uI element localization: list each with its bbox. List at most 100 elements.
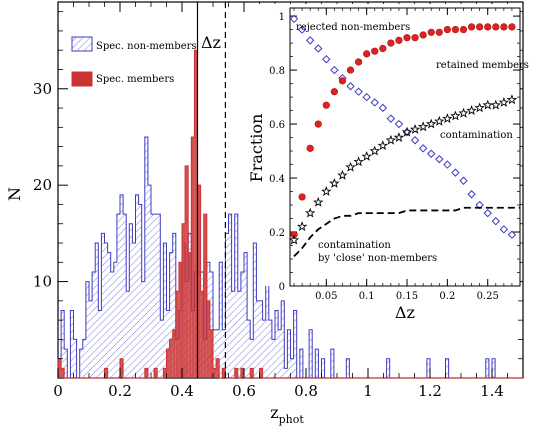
circle-point — [379, 44, 387, 53]
annot-close-line2: by 'close' non-members — [318, 253, 437, 264]
annot-retained: retained members — [436, 60, 529, 71]
delta-z-annotation: Δz — [201, 33, 221, 52]
star-point — [361, 150, 372, 161]
hist-bar — [293, 310, 297, 378]
hist-bar — [247, 320, 251, 378]
hist-bar — [135, 194, 139, 378]
hist-bar — [169, 339, 173, 378]
inset-plot-frame — [289, 7, 521, 287]
hist-bar — [172, 329, 176, 378]
hist-bar — [281, 300, 285, 378]
hist-bar — [151, 214, 155, 378]
hist-bar — [185, 165, 189, 378]
hist-bar — [209, 329, 213, 378]
legend-swatch-members — [71, 71, 93, 87]
diamond-point — [394, 119, 404, 129]
hist-bar — [268, 320, 272, 378]
hist-bar — [154, 368, 158, 378]
hist-bar — [79, 349, 83, 378]
circle-point — [322, 101, 330, 109]
circle-point — [338, 77, 347, 85]
hist-bar — [110, 271, 114, 378]
hist-bar — [290, 358, 294, 378]
star-point — [409, 123, 421, 134]
hist-bar — [144, 368, 148, 378]
inset-y-tick-label: 0.8 — [269, 66, 285, 77]
diamond-point — [354, 87, 363, 96]
inset-background — [257, 4, 520, 286]
hist-bar — [107, 252, 111, 378]
hist-bar — [61, 310, 65, 378]
diamond-point — [378, 103, 388, 113]
hist-bar — [299, 349, 303, 378]
hist-bar — [154, 214, 158, 378]
circle-point — [419, 31, 427, 39]
star-point — [401, 126, 413, 137]
inset-series-circle — [290, 23, 516, 239]
diamond-point — [410, 136, 420, 145]
star-point — [417, 121, 429, 132]
y-tick-label: 20 — [33, 176, 52, 194]
star-point — [434, 115, 445, 126]
hist-bar — [104, 368, 108, 378]
hist-bar — [163, 368, 167, 378]
diamond-point — [418, 144, 428, 153]
diamond-point — [507, 230, 517, 239]
circle-point — [363, 50, 371, 58]
star-point — [369, 145, 380, 156]
hist-bar — [346, 358, 350, 378]
annot-contamination: contamination — [440, 130, 513, 141]
hist-bar — [89, 300, 93, 378]
inset-y-tick-label: 0 — [279, 282, 285, 293]
hist-bar — [166, 349, 170, 378]
hist-bar — [259, 368, 263, 378]
hist-bar — [213, 368, 217, 378]
inset-x-tick-label: 0.1 — [359, 291, 375, 302]
hist-bar — [262, 320, 266, 378]
hist-bar — [287, 329, 291, 378]
hist-bar — [426, 358, 430, 378]
hist-bar — [160, 320, 164, 378]
hist-bar — [315, 349, 319, 378]
circle-point — [443, 25, 451, 34]
diamond-point — [322, 55, 331, 64]
circle-point — [314, 120, 322, 128]
hist-bar — [219, 262, 223, 378]
hist-bar — [203, 214, 207, 378]
hist-bar — [92, 271, 96, 378]
circle-point — [459, 25, 468, 34]
circle-point — [484, 23, 492, 31]
hist-bar — [104, 243, 108, 378]
y-tick-label: 30 — [33, 80, 52, 98]
diamond-point — [370, 98, 379, 107]
hist-bar — [178, 262, 182, 378]
hist-bar — [157, 214, 161, 378]
hist-bar — [284, 368, 288, 378]
hist-bar — [485, 358, 489, 378]
inset-series-diamond — [289, 14, 517, 239]
hist-bar — [98, 310, 102, 378]
hist-bar — [73, 339, 77, 378]
star-point — [345, 161, 356, 172]
hist-bar — [141, 281, 145, 378]
hist-bar — [123, 214, 127, 378]
hist-bar — [222, 368, 226, 378]
x-tick-label: 1.2 — [418, 382, 442, 400]
inset-x-tick-label: 0.2 — [439, 291, 455, 302]
diamond-point — [499, 225, 509, 234]
diamond-point — [314, 44, 323, 53]
inset-x-tick-label: 0.05 — [315, 291, 337, 302]
y-axis-label: N — [5, 187, 24, 201]
star-point — [498, 96, 510, 107]
hist-bar — [95, 243, 99, 378]
star-point — [442, 113, 453, 124]
hist-bar — [225, 233, 229, 378]
hist-bar — [116, 214, 120, 378]
inset-y-axis-label: Fraction — [247, 114, 266, 183]
hist-bar — [265, 262, 269, 378]
diamond-point — [297, 25, 307, 34]
hist-bar — [126, 291, 130, 378]
legend-swatch-non-members — [71, 36, 93, 52]
x-tick-label: 0.4 — [170, 382, 194, 400]
star-point — [450, 110, 461, 121]
